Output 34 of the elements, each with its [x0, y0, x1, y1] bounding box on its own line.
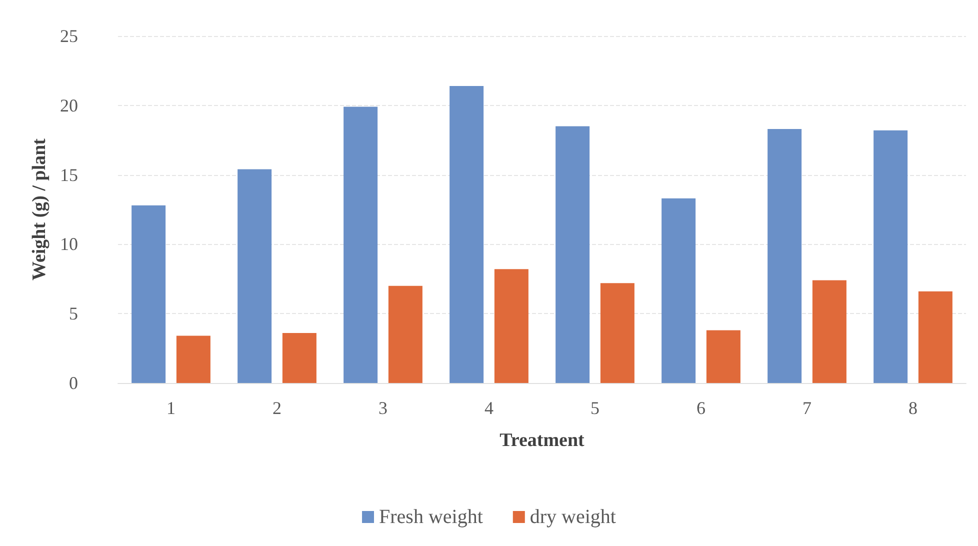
x-tick-label: 4 — [484, 398, 494, 418]
x-tick-label: 5 — [590, 398, 600, 418]
x-tick-label: 8 — [908, 398, 918, 418]
y-tick-label: 20 — [60, 95, 78, 116]
y-tick-label: 15 — [60, 164, 78, 185]
bar — [282, 333, 316, 383]
x-tick-label: 1 — [166, 398, 176, 418]
bar — [812, 280, 846, 383]
y-tick-label: 0 — [69, 373, 78, 393]
bar — [768, 128, 802, 383]
bar — [556, 126, 590, 383]
bar — [450, 86, 484, 383]
x-axis-title: Treatment — [500, 430, 586, 451]
bar — [706, 330, 740, 383]
bar — [874, 130, 908, 383]
bar — [388, 286, 422, 383]
bar — [344, 106, 378, 383]
bar — [132, 205, 166, 383]
bar — [494, 269, 528, 383]
bar — [176, 336, 210, 383]
x-tick-label: 6 — [696, 398, 706, 418]
y-axis-title: Weight (g) / plant — [29, 138, 50, 280]
x-tick-label: 7 — [802, 398, 812, 418]
x-tick-label: 3 — [378, 398, 388, 418]
y-tick-label: 25 — [60, 26, 78, 46]
legend-label: Fresh weight — [379, 506, 484, 528]
bar — [918, 291, 952, 383]
bar — [238, 169, 272, 383]
y-tick-label: 5 — [69, 304, 78, 324]
bar — [662, 198, 696, 383]
legend-label: dry weight — [530, 506, 616, 528]
y-tick-label: 10 — [60, 234, 78, 254]
x-tick-label: 2 — [272, 398, 282, 418]
bar — [600, 283, 634, 383]
